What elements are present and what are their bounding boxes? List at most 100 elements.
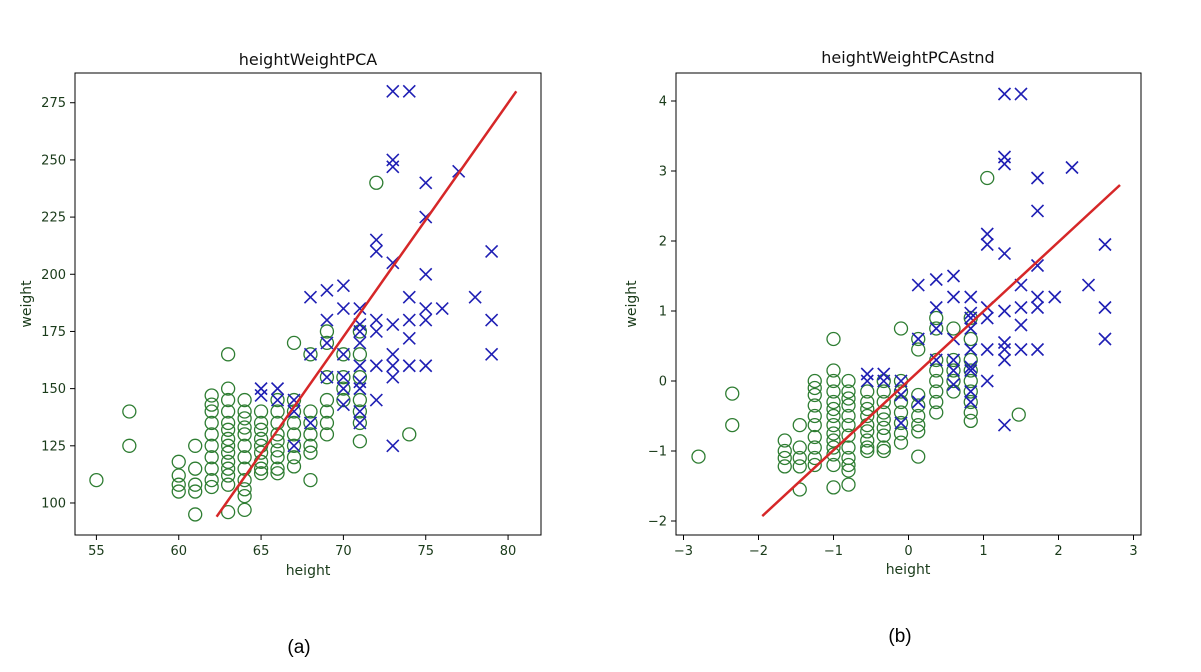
x-point-b [1098, 300, 1112, 315]
x-axis-label-b: height [886, 562, 931, 578]
circle-point-b [841, 408, 856, 424]
x-point-a [369, 244, 383, 258]
x-tick-label-a: 75 [417, 544, 434, 559]
circle-point-a [270, 404, 285, 419]
x-tick-label-b: −3 [674, 544, 693, 559]
circle-point-a [286, 459, 302, 474]
circle-point-a [253, 415, 269, 431]
circle-point-b [792, 417, 807, 433]
circle-point-b [807, 380, 822, 396]
circle-point-a [204, 427, 219, 442]
circle-point-a [237, 472, 252, 488]
x-point-a [320, 336, 334, 350]
circle-point-a [171, 454, 186, 469]
x-point-b [964, 395, 978, 409]
x-point-a [386, 359, 400, 373]
panel-caption-a: (a) [287, 637, 310, 658]
circle-point-a [303, 415, 318, 431]
circle-point-b [1011, 407, 1026, 422]
circle-point-b [876, 428, 891, 443]
circle-point-b [777, 450, 792, 466]
circle-point-a [204, 397, 219, 412]
x-point-a [386, 370, 400, 384]
circle-point-b [929, 405, 944, 420]
circle-point-b [963, 384, 978, 399]
circle-point-a [204, 404, 219, 419]
circle-point-a [319, 404, 335, 419]
circle-point-b [777, 443, 792, 459]
x-point-a [402, 359, 416, 373]
x-point-b [1030, 290, 1045, 304]
circle-point-b [826, 417, 841, 433]
circle-point-a [270, 450, 285, 465]
circle-point-b [963, 373, 978, 389]
circle-point-a [303, 404, 318, 419]
circle-point-a [303, 347, 318, 362]
circle-point-a [220, 445, 236, 460]
circle-point-b [911, 424, 926, 439]
y-tick-label-a: 125 [41, 439, 66, 454]
x-point-b [877, 367, 891, 381]
circle-point-a [336, 370, 351, 385]
circle-point-a [270, 392, 285, 408]
circle-point-b [929, 373, 944, 389]
circle-point-a [220, 347, 236, 362]
x-point-b [911, 395, 925, 409]
circle-point-a [220, 477, 236, 492]
x-point-b [997, 157, 1012, 171]
x-point-a [402, 331, 416, 345]
circle-point-b [963, 413, 978, 429]
circle-point-b [893, 405, 909, 420]
circle-point-a [319, 427, 335, 442]
circle-point-b [860, 384, 875, 399]
circle-point-a [352, 370, 368, 385]
x-point-b [980, 374, 994, 388]
circle-point-a [188, 507, 203, 522]
circle-point-a [237, 411, 252, 426]
circle-point-a [270, 466, 285, 481]
circle-point-a [253, 466, 269, 481]
circle-point-b [826, 433, 841, 448]
x-point-a [254, 388, 268, 403]
x-point-b [964, 290, 978, 304]
circle-point-b [826, 440, 841, 455]
circle-point-b [807, 440, 822, 455]
circle-point-a [220, 422, 236, 437]
x-point-b [964, 306, 978, 320]
x-point-b [997, 418, 1012, 432]
x-tick-label-a: 65 [253, 544, 270, 559]
circle-point-b [893, 426, 909, 441]
circle-point-a [171, 477, 186, 492]
x-point-a [353, 375, 367, 389]
circle-point-a [237, 420, 252, 435]
plot-area-a: 55 60 65 70 75 80 100 125 150 175 200 225 250 275 [41, 84, 518, 559]
x-point-a [419, 176, 433, 190]
y-tick-label-a: 175 [41, 325, 66, 340]
circle-point-a [319, 392, 335, 408]
circle-point-a [204, 461, 219, 476]
plot-frame-a [74, 72, 542, 536]
circle-point-b [911, 417, 926, 433]
circle-point-b [841, 463, 856, 478]
circle-point-b [946, 373, 961, 389]
circle-point-a [237, 438, 252, 453]
circle-point-b [807, 408, 822, 424]
circle-point-a [220, 404, 236, 419]
y-tick-label-a: 100 [41, 496, 66, 511]
circle-point-a [253, 422, 269, 437]
y-tick-label-a: 225 [41, 211, 66, 226]
x-point-b [997, 87, 1012, 101]
circle-point-b [792, 450, 807, 466]
circle-point-a [319, 415, 335, 431]
circle-point-b [860, 433, 875, 448]
circle-point-a [188, 484, 203, 499]
x-tick-label-b: 3 [1129, 544, 1137, 559]
circle-point-b [841, 417, 856, 433]
plot-frame-b [675, 72, 1142, 536]
circle-point-a [369, 175, 384, 190]
circle-point-a [122, 438, 137, 453]
circle-point-a [220, 504, 236, 520]
x-point-a [303, 290, 318, 304]
circle-point-a [352, 347, 368, 362]
